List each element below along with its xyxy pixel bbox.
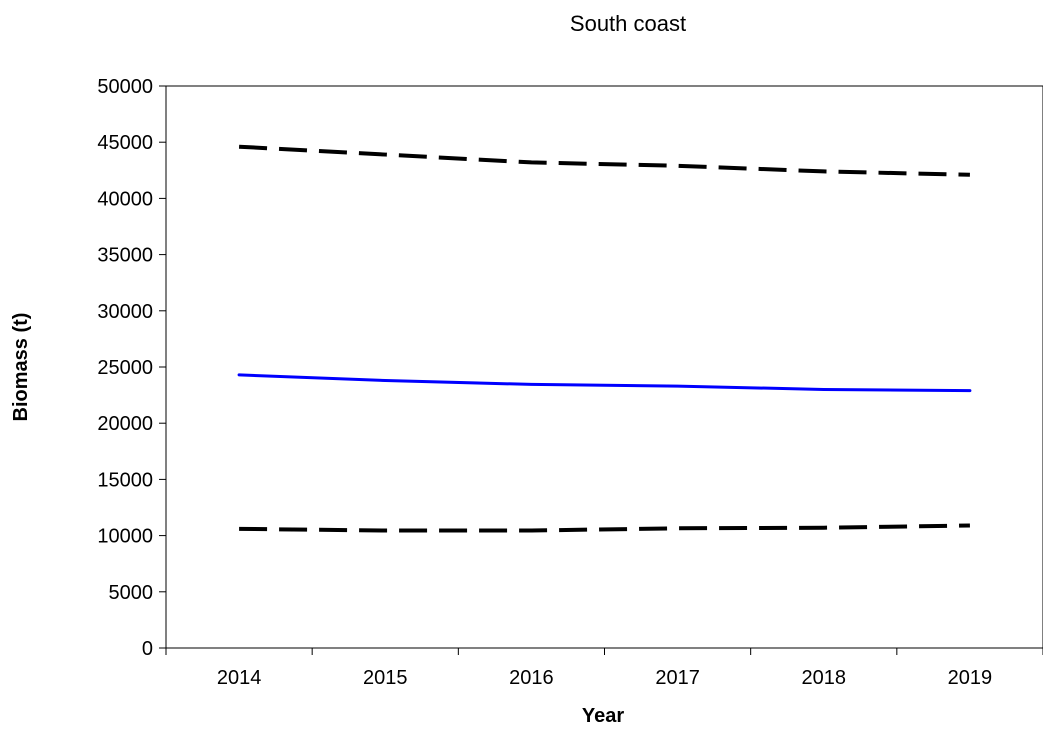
y-tick-label: 50000 — [97, 76, 153, 98]
series-layer — [237, 144, 972, 533]
y-tick-label: 30000 — [97, 301, 153, 323]
series-line-dashed — [238, 144, 970, 177]
x-tick-label: 2017 — [655, 667, 700, 689]
y-tick-label: 10000 — [97, 526, 153, 548]
y-tick-label: 5000 — [109, 582, 154, 604]
plot-area — [165, 85, 1043, 649]
plot-border — [165, 85, 1043, 649]
y-tick-label: 20000 — [97, 413, 153, 435]
x-tick-label: 2018 — [802, 667, 847, 689]
series-line-solid — [237, 373, 972, 393]
y-tick-label: 0 — [142, 638, 153, 660]
y-tick-label: 35000 — [97, 245, 153, 267]
y-axis: 0 5000 10000 15000 20000 25000 30000 35000 40000… — [97, 76, 166, 660]
x-tick-label: 2016 — [509, 667, 554, 689]
y-tick-label: 40000 — [97, 188, 153, 210]
chart-title: South coast — [570, 11, 686, 36]
x-tick-label: 2014 — [217, 667, 262, 689]
y-tick-label: 25000 — [97, 357, 153, 379]
x-tick-label: 2015 — [363, 667, 408, 689]
x-axis-title: Year — [582, 705, 624, 727]
y-tick-label: 15000 — [97, 469, 153, 491]
series-line-dashed — [239, 523, 970, 533]
y-axis-title: Biomass (t) — [10, 313, 32, 422]
x-tick-label: 2019 — [948, 667, 993, 689]
y-tick-label: 45000 — [97, 132, 153, 154]
x-axis: 2014 2015 2016 2017 2018 2019 — [165, 648, 1043, 689]
